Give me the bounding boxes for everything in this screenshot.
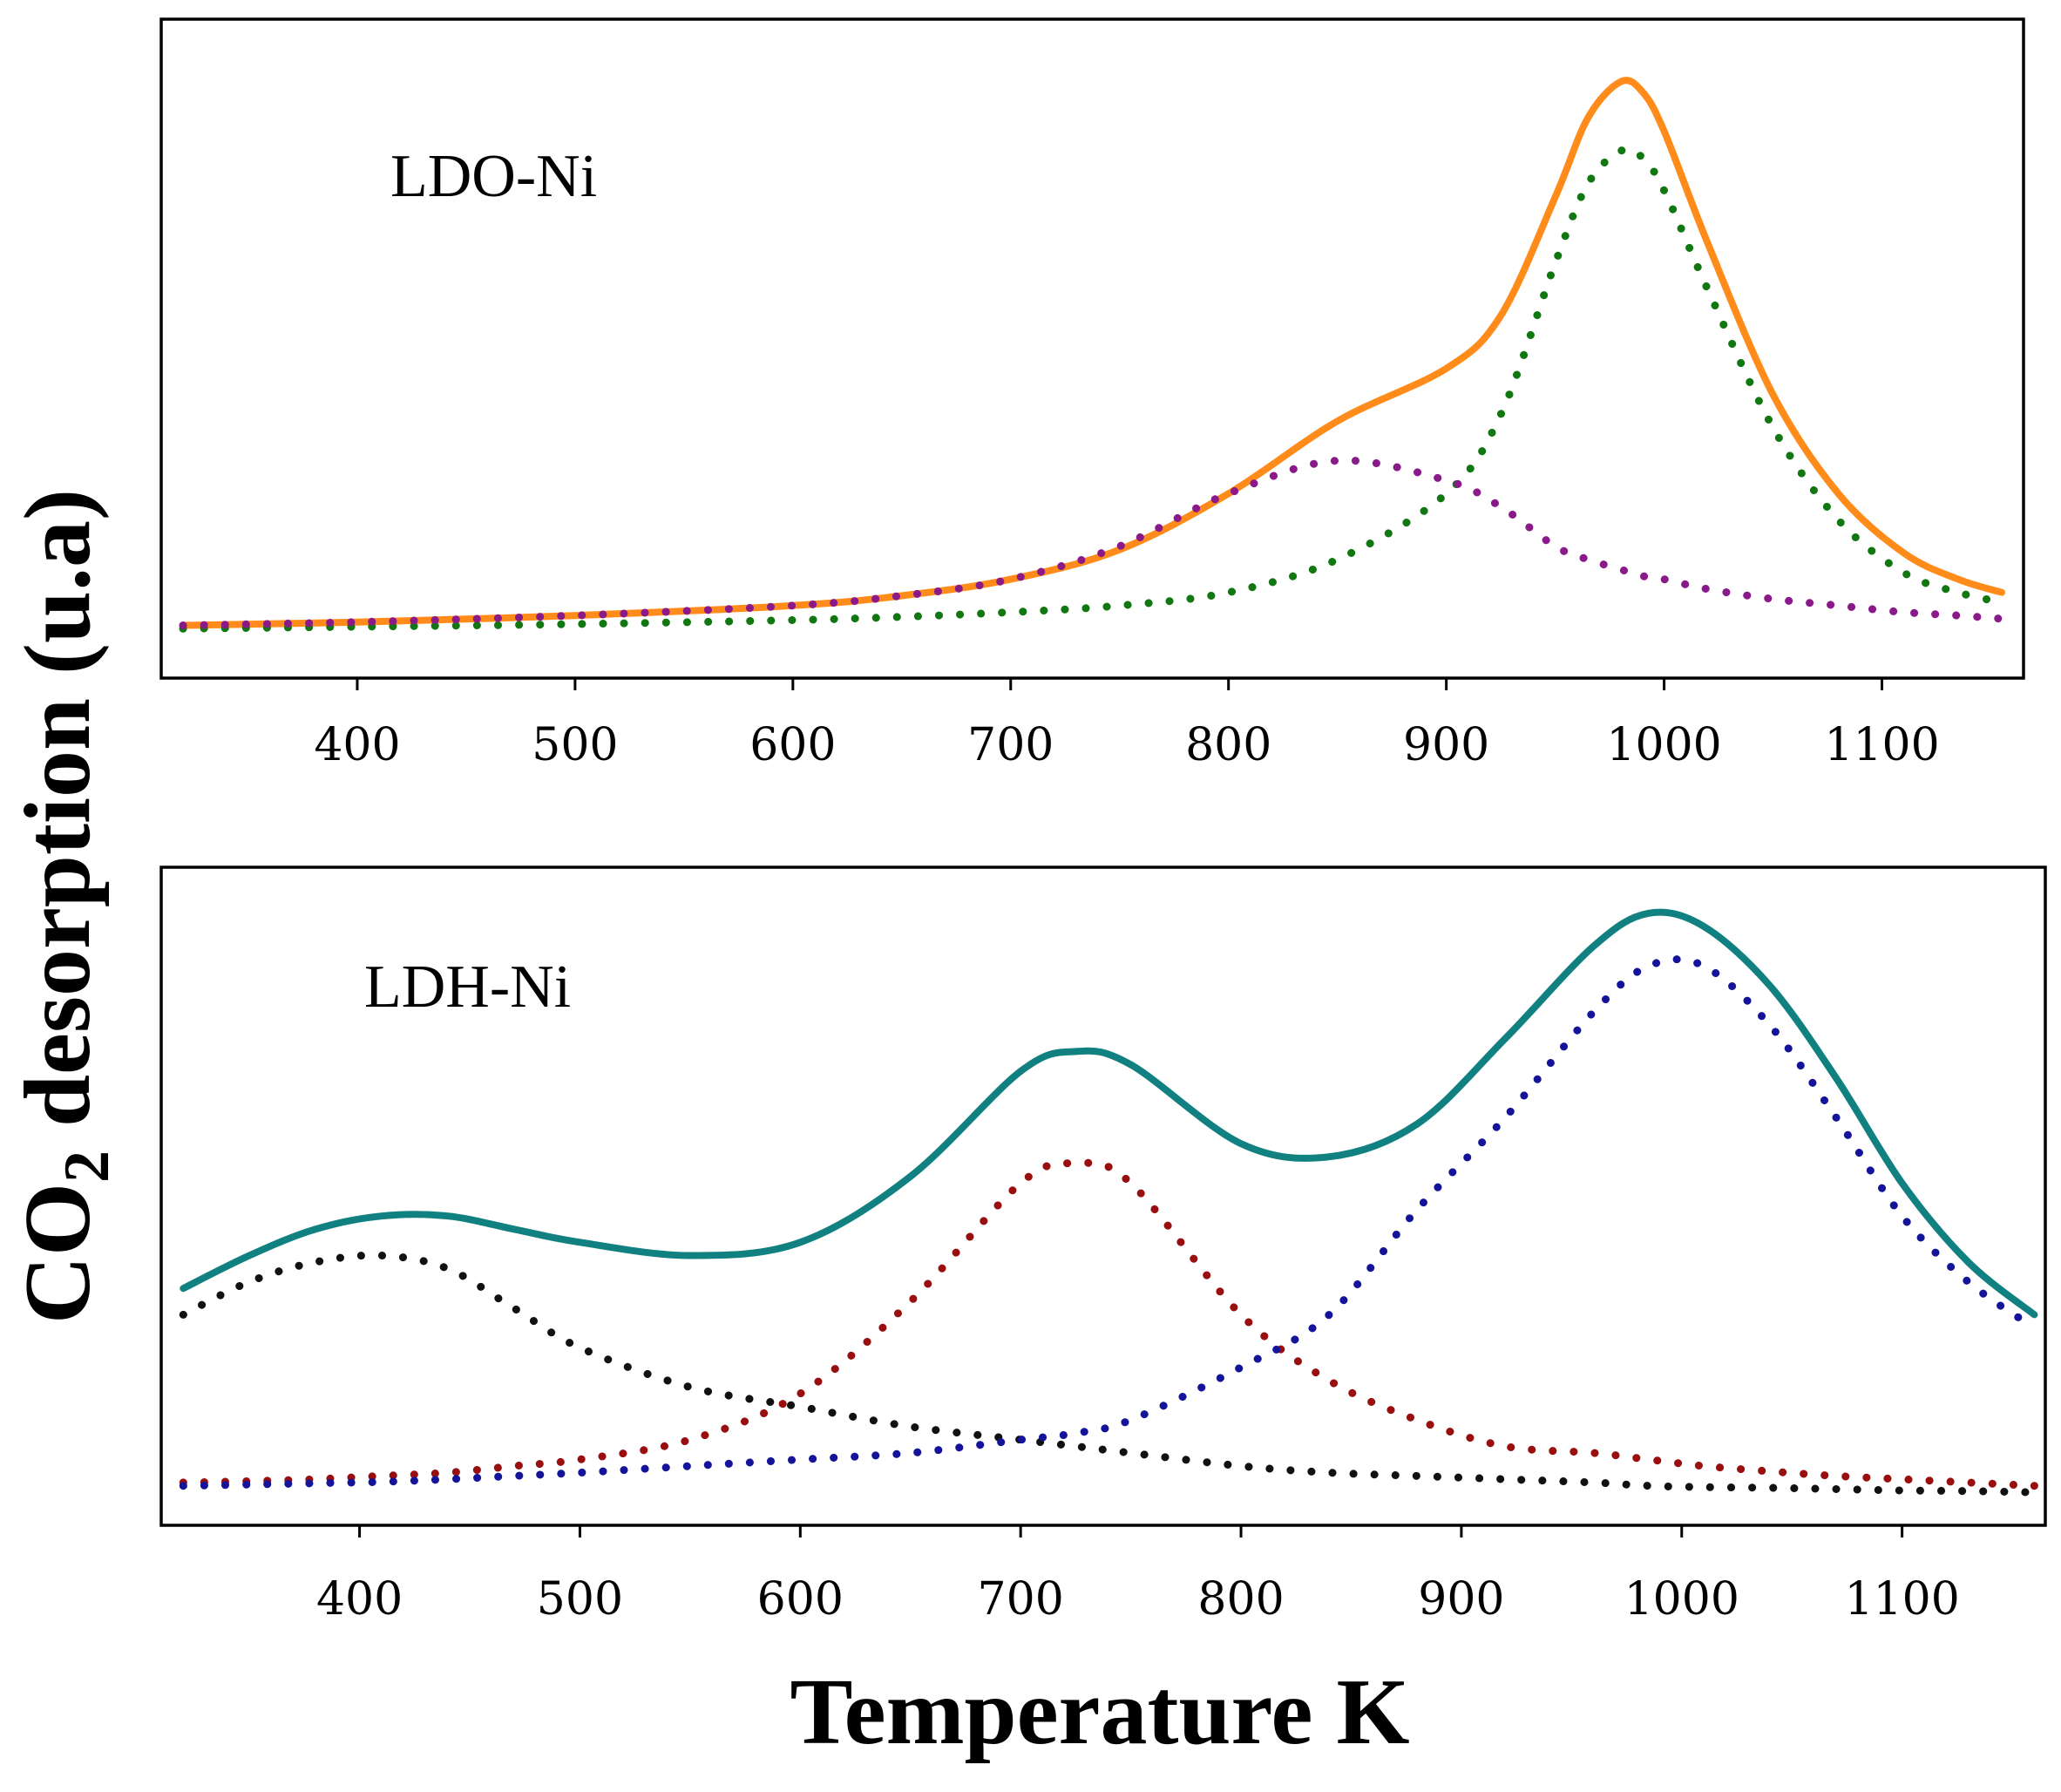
x-tick-label: 1100 bbox=[1844, 1573, 1959, 1626]
x-tick-label: 900 bbox=[1403, 719, 1489, 771]
x-axis-title: Temperature K bbox=[790, 1660, 1410, 1764]
x-tick-label: 400 bbox=[314, 719, 400, 771]
x-tick-label: 600 bbox=[749, 719, 836, 771]
y-axis-title: CO2 desorption (u.a) bbox=[6, 489, 123, 1324]
x-tick-label: 900 bbox=[1418, 1573, 1504, 1626]
series-high-temperature-peak-line bbox=[179, 145, 2006, 633]
x-tick-label: 500 bbox=[532, 719, 618, 771]
x-tick-label: 700 bbox=[978, 1573, 1064, 1626]
panel-ldh-ni: 400 500 600 700 800 900 1000 1100 LDH-Ni bbox=[159, 865, 2047, 1626]
plot-frame bbox=[159, 17, 2025, 680]
x-tick-label: 500 bbox=[537, 1573, 623, 1626]
plot-frame bbox=[159, 865, 2047, 1527]
panel-label: LDH-Ni bbox=[364, 954, 571, 1021]
series-total-line bbox=[180, 77, 2005, 629]
series-high-temperature-peak-line bbox=[179, 955, 2038, 1490]
x-tick-label: 800 bbox=[1185, 719, 1271, 771]
x-tick-label: 1100 bbox=[1824, 719, 1939, 771]
series-medium-temperature-peak-line bbox=[179, 1158, 2038, 1490]
panel-ldo-ni: 400 500 600 700 800 900 1000 1100 LDO-Ni bbox=[159, 17, 2025, 771]
series-low-temperature-peak-line bbox=[179, 1251, 2038, 1497]
series-total-line bbox=[180, 908, 2038, 1319]
x-tick-label: 600 bbox=[757, 1573, 844, 1626]
x-tick-label: 400 bbox=[316, 1573, 403, 1626]
x-tick-label: 700 bbox=[967, 719, 1054, 771]
panel-label: LDO-Ni bbox=[390, 143, 597, 210]
x-tick-label: 1000 bbox=[1624, 1573, 1739, 1626]
x-tick-label: 800 bbox=[1197, 1573, 1284, 1626]
x-tick-label: 1000 bbox=[1606, 719, 1721, 771]
series-medium-temperature-peak-line bbox=[179, 456, 2006, 629]
